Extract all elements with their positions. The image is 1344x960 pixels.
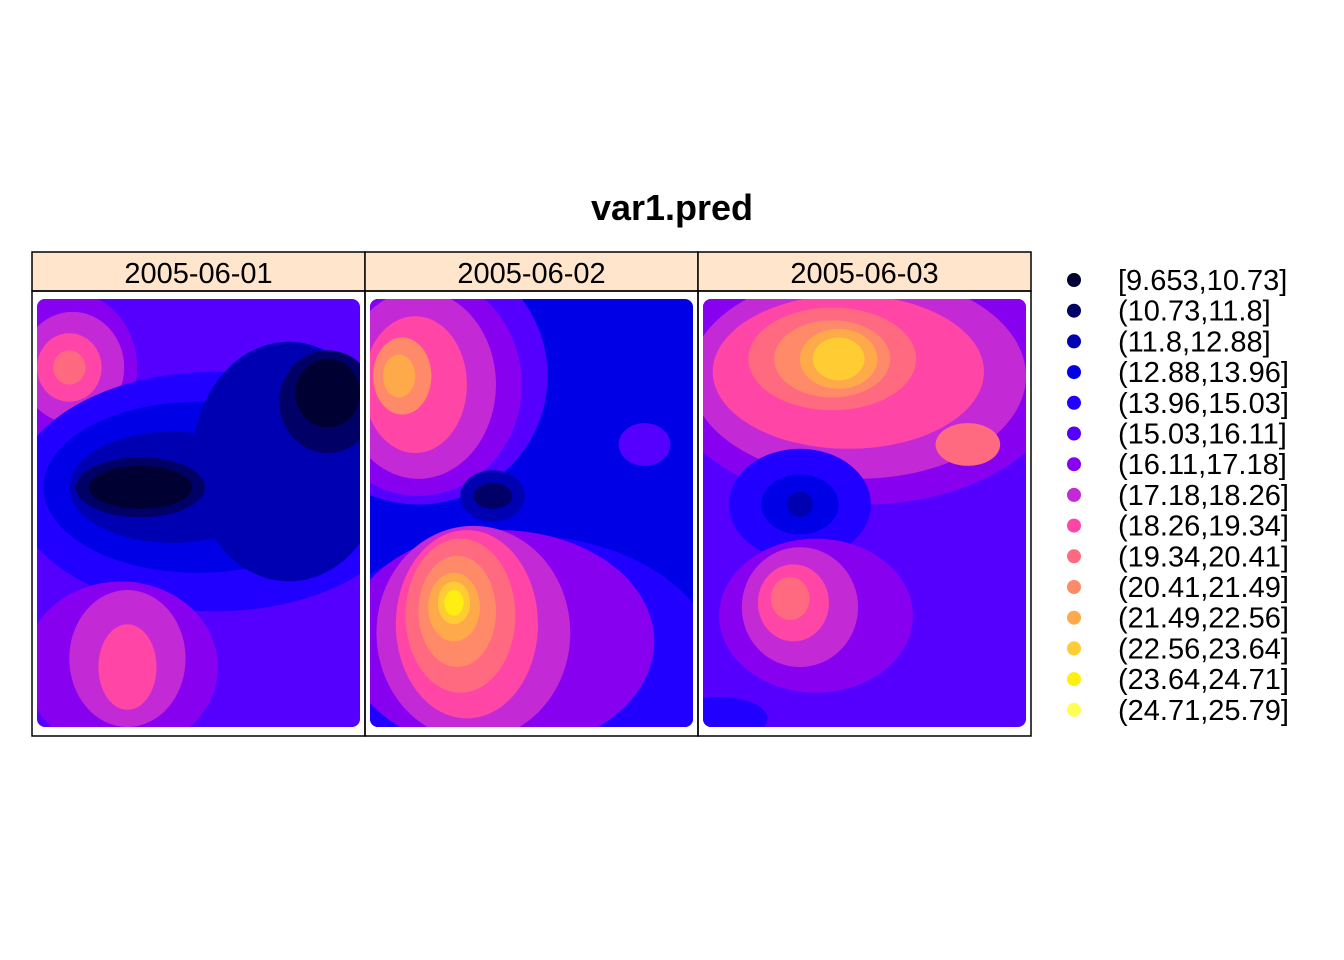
legend-item: (24.71,25.79] — [1067, 695, 1289, 727]
field-contour — [98, 624, 157, 710]
legend-label: (18.26,19.34] — [1118, 511, 1289, 543]
legend-item: (13.96,15.03] — [1067, 388, 1289, 420]
field-contour — [812, 337, 865, 381]
panel-frame — [697, 290, 1032, 737]
legend-swatch — [1067, 487, 1081, 502]
legend-swatch — [1067, 273, 1081, 287]
field-contour — [473, 483, 513, 509]
chart-title: var1.pred — [591, 187, 753, 228]
field-contour — [53, 350, 86, 385]
legend-item: (19.34,20.41] — [1067, 541, 1289, 573]
legend-swatch — [1067, 580, 1081, 594]
legend-swatch — [1067, 395, 1081, 410]
legend-item: (20.41,21.49] — [1067, 572, 1289, 604]
legend-swatch — [1067, 303, 1081, 318]
panel-3: 2005-06-03 — [697, 251, 1032, 737]
legend-item: (11.8,12.88] — [1067, 326, 1271, 358]
legend-label: (20.41,21.49] — [1118, 572, 1289, 604]
legend-swatch — [1067, 518, 1081, 533]
legend-item: (12.88,13.96] — [1067, 357, 1289, 389]
panel-1: 2005-06-01 — [31, 251, 366, 737]
panel-strip-label: 2005-06-02 — [457, 258, 605, 290]
field-contour — [935, 423, 1001, 466]
legend-label: (19.34,20.41] — [1118, 541, 1289, 573]
field-contour — [770, 577, 810, 620]
legend-item: (18.26,19.34] — [1067, 511, 1289, 543]
legend-swatch — [1067, 641, 1081, 656]
legend-label: (11.8,12.88] — [1118, 326, 1271, 358]
legend-label: [9.653,10.73] — [1118, 265, 1287, 297]
legend-label: (17.18,18.26] — [1118, 480, 1289, 512]
legend-label: (23.64,24.71] — [1118, 664, 1289, 696]
legend-label: (16.11,17.18] — [1118, 449, 1287, 481]
legend-item: [9.653,10.73] — [1067, 265, 1287, 297]
field-contour — [703, 697, 768, 727]
prediction-field — [703, 299, 1026, 727]
legend-label: (21.49,22.56] — [1118, 603, 1289, 635]
legend-label: (12.88,13.96] — [1118, 357, 1289, 389]
field-contour — [618, 423, 671, 466]
legend-item: (22.56,23.64] — [1067, 633, 1289, 665]
legend-swatch — [1067, 702, 1081, 717]
legend-item: (21.49,22.56] — [1067, 603, 1289, 635]
panel-2: 2005-06-02 — [364, 251, 699, 737]
legend-swatch — [1067, 549, 1081, 564]
legend-label: (22.56,23.64] — [1118, 633, 1289, 665]
field-contour — [786, 491, 813, 518]
prediction-field — [37, 299, 360, 727]
legend-item: (15.03,16.11] — [1067, 419, 1287, 451]
panels: 2005-06-01 2005-06-02 2005-06-03 — [31, 251, 1032, 737]
panel-strip-label: 2005-06-01 — [124, 258, 272, 290]
legend-item: (17.18,18.26] — [1067, 480, 1289, 512]
legend-item: (23.64,24.71] — [1067, 664, 1289, 696]
legend-label: (10.73,11.8] — [1118, 296, 1271, 328]
field-contour — [444, 590, 464, 616]
legend-swatch — [1067, 365, 1081, 380]
legend-item: (10.73,11.8] — [1067, 296, 1271, 328]
legend-item: (16.11,17.18] — [1067, 449, 1287, 481]
field-contour — [295, 358, 360, 428]
legend-label: (13.96,15.03] — [1118, 388, 1289, 420]
prediction-field — [370, 299, 693, 727]
field-contour — [88, 465, 193, 509]
panel-strip — [31, 251, 366, 292]
legend-swatch — [1067, 610, 1081, 625]
panel-strip-label: 2005-06-03 — [790, 258, 938, 290]
legend-swatch — [1067, 457, 1081, 472]
legend-swatch — [1067, 426, 1081, 441]
legend: [9.653,10.73](10.73,11.8](11.8,12.88](12… — [1067, 265, 1289, 727]
legend-swatch — [1067, 334, 1081, 349]
legend-label: (24.71,25.79] — [1118, 695, 1289, 727]
field-contour — [382, 354, 416, 398]
legend-swatch — [1067, 672, 1081, 687]
legend-label: (15.03,16.11] — [1118, 419, 1287, 451]
